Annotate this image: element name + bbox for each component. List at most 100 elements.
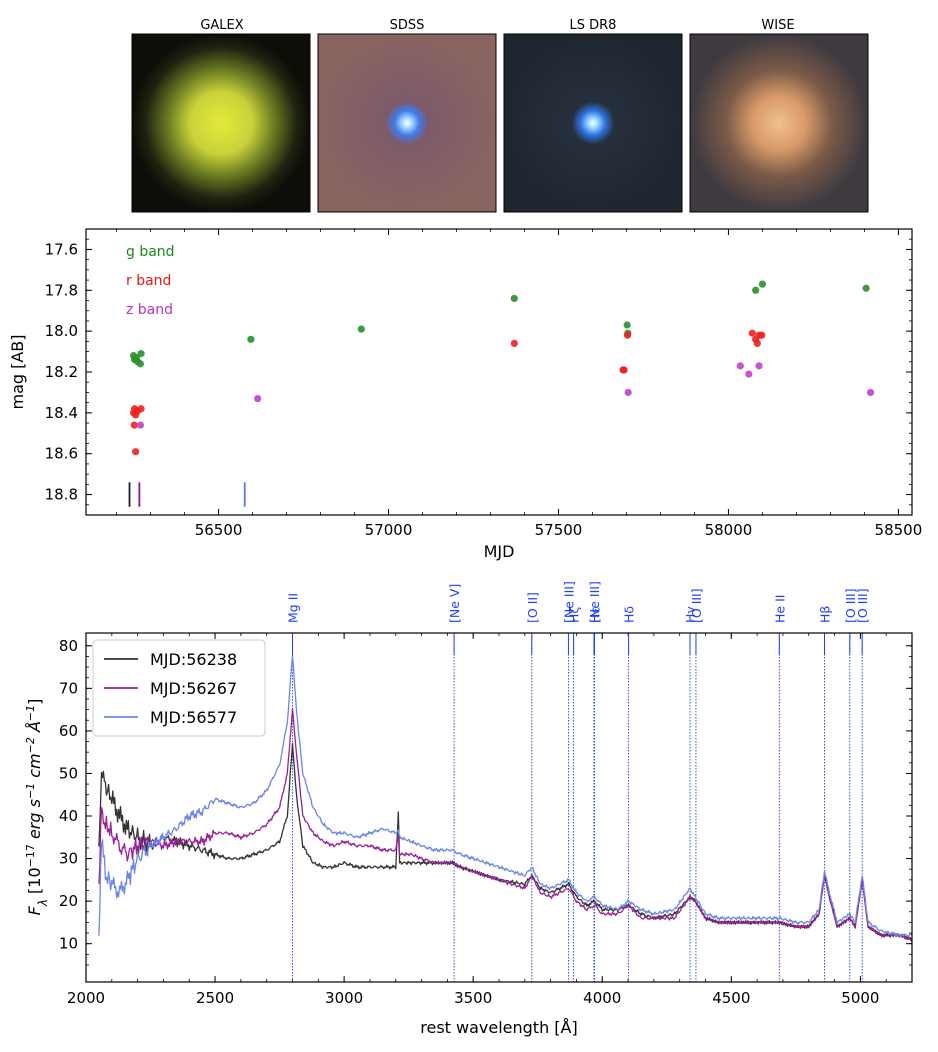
cutout-label-ls-dr8: LS DR8 bbox=[570, 18, 617, 33]
lc-x-tick-label: 57500 bbox=[535, 521, 583, 539]
cutout-sdss: SDSS bbox=[317, 18, 497, 213]
lc-y-tick-label: 17.8 bbox=[45, 281, 78, 299]
y-label-sub: λ bbox=[36, 899, 50, 907]
sp-x-tick-label: 4500 bbox=[712, 989, 750, 1007]
emission-line-label: [O III] bbox=[689, 588, 704, 623]
legend-label-56267: MJD:56267 bbox=[150, 679, 237, 698]
cutout-label-galex: GALEX bbox=[200, 18, 243, 33]
lc-x-tick-label: 56500 bbox=[195, 521, 243, 539]
spectrum-legend-box bbox=[92, 639, 266, 737]
image-cutouts: GALEX SDSS LS DR8 WISE bbox=[131, 18, 869, 213]
epoch-markers bbox=[128, 482, 246, 507]
lc-y-tick-label: 18.2 bbox=[45, 363, 78, 381]
cutout-ls-dr8: LS DR8 bbox=[503, 18, 683, 213]
lc-point bbox=[862, 284, 870, 292]
spectrum-frame bbox=[85, 632, 913, 983]
sp-x-tick-label: 3000 bbox=[325, 989, 363, 1007]
light-curve-chart: 56500 57000 57500 58000 58500 17.6 17.8 18.0 18.… bbox=[8, 228, 922, 561]
legend-label-56238: MJD:56238 bbox=[150, 650, 237, 669]
emission-line-label: Hε bbox=[588, 607, 603, 623]
lc-x-tick-label: 58000 bbox=[705, 521, 753, 539]
spectrum-y-label: Fλ [10−17 erg s−1 cm−2 Å−1] bbox=[24, 699, 51, 916]
y-label-open: [10 bbox=[25, 867, 44, 899]
emission-line-label: Hβ bbox=[817, 606, 832, 623]
sp-y-tick-label: 40 bbox=[59, 807, 78, 825]
emission-line-label: [Ne III] bbox=[561, 581, 576, 623]
sp-x-tick-label: 5000 bbox=[841, 989, 879, 1007]
lc-point bbox=[758, 331, 766, 339]
spectrum-legend: MJD:56238 MJD:56267 MJD:56577 bbox=[92, 639, 266, 737]
y-label-e2: −1 bbox=[24, 783, 37, 799]
spectrum-series bbox=[98, 655, 913, 942]
lc-point bbox=[510, 294, 518, 303]
lc-y-tick-label: 18.4 bbox=[45, 404, 78, 422]
lc-point bbox=[357, 325, 365, 333]
lc-point bbox=[623, 331, 632, 339]
y-label-erg: erg s bbox=[25, 799, 44, 844]
spectrum-line bbox=[98, 655, 913, 938]
lc-point bbox=[736, 362, 744, 370]
light-curve-legend: g band r band z band bbox=[126, 244, 175, 318]
light-curve-frame bbox=[85, 228, 913, 516]
emission-line-marks: Mg II [Ne V] [O II] [Ne III]Hζ [Ne III]Hε Hδ H… bbox=[286, 581, 870, 982]
lc-point bbox=[748, 329, 756, 337]
lc-y-tick-label: 18.6 bbox=[45, 445, 78, 463]
lc-point bbox=[755, 362, 763, 370]
light-curve-x-label: MJD bbox=[484, 542, 515, 561]
lc-point bbox=[866, 388, 875, 397]
lc-point bbox=[745, 370, 753, 378]
emission-line-label: He II bbox=[772, 595, 787, 623]
lc-point bbox=[753, 339, 761, 347]
cutout-image-sdss bbox=[317, 33, 497, 213]
emission-line-label: [Ne V] bbox=[447, 584, 462, 623]
light-curve-ticks: 56500 57000 57500 58000 58500 17.6 17.8 18.0 18.… bbox=[45, 229, 922, 539]
emission-line-label: [O III] bbox=[855, 588, 870, 623]
lc-y-tick-label: 18.0 bbox=[45, 322, 78, 340]
lc-point bbox=[752, 286, 760, 294]
legend-r-band: r band bbox=[126, 273, 171, 289]
lc-point bbox=[510, 339, 518, 347]
cutout-image-galex bbox=[131, 33, 311, 213]
y-label-e3: −2 bbox=[24, 737, 37, 753]
y-label-cm: cm bbox=[25, 753, 44, 782]
cutout-image-wise bbox=[689, 33, 869, 213]
y-label-ang: Å bbox=[25, 721, 44, 737]
sp-x-tick-label: 4000 bbox=[583, 989, 621, 1007]
lc-x-tick-label: 57000 bbox=[365, 521, 413, 539]
lc-point bbox=[620, 366, 628, 374]
sp-y-tick-label: 80 bbox=[59, 637, 78, 655]
sp-y-tick-label: 10 bbox=[59, 935, 78, 953]
sp-y-tick-label: 50 bbox=[59, 764, 78, 782]
emission-line-label: Mg II bbox=[286, 593, 301, 623]
cutout-label-wise: WISE bbox=[761, 18, 794, 33]
sp-x-tick-label: 2500 bbox=[196, 989, 234, 1007]
lc-point bbox=[624, 388, 632, 397]
emission-line-label: Hδ bbox=[622, 606, 637, 623]
y-label-f: F bbox=[25, 905, 44, 915]
sp-y-tick-label: 60 bbox=[59, 722, 78, 740]
emission-line-label: Hζ bbox=[567, 607, 582, 623]
lc-point bbox=[136, 421, 144, 429]
lc-y-tick-label: 17.6 bbox=[45, 240, 78, 258]
spectrum-line bbox=[98, 743, 913, 941]
sp-x-tick-label: 2000 bbox=[67, 989, 105, 1007]
lc-point bbox=[130, 421, 138, 429]
spectrum-x-label: rest wavelength [Å] bbox=[420, 1018, 577, 1037]
lc-point bbox=[132, 448, 140, 456]
emission-line-label: [O III] bbox=[843, 588, 858, 623]
lc-point bbox=[137, 405, 145, 413]
sp-y-tick-label: 70 bbox=[59, 679, 78, 697]
spectrum-line bbox=[98, 708, 913, 942]
lc-point bbox=[758, 280, 767, 288]
lc-point bbox=[136, 360, 144, 368]
cutout-image-ls-dr8 bbox=[503, 33, 683, 213]
y-label-e4: −1 bbox=[24, 705, 37, 721]
cutout-galex: GALEX bbox=[131, 18, 311, 213]
light-curve-y-label: mag [AB] bbox=[8, 334, 27, 409]
spectrum-chart: 2000 2500 3000 3500 4000 4500 5000 10 20 30 40 50 60… bbox=[24, 581, 913, 1037]
lc-point bbox=[254, 394, 262, 403]
lc-y-tick-label: 18.8 bbox=[45, 486, 78, 504]
emission-line-label: [O II] bbox=[525, 592, 540, 623]
light-curve-points bbox=[129, 280, 875, 456]
